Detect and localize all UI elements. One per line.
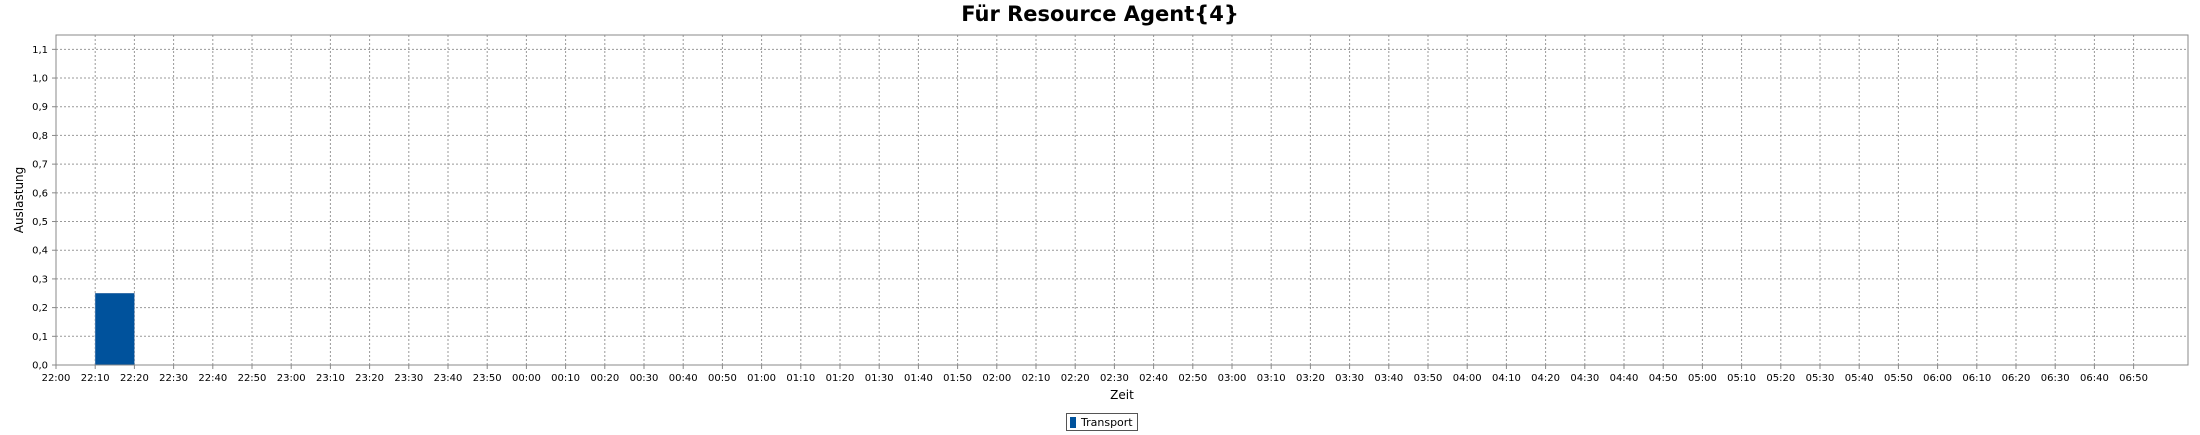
x-tick-label: 01:10 — [786, 373, 815, 384]
x-tick-label: 22:50 — [238, 373, 267, 384]
x-tick-label: 01:20 — [826, 373, 855, 384]
x-tick-label: 01:40 — [904, 373, 933, 384]
x-tick-label: 03:40 — [1374, 373, 1403, 384]
x-tick-label: 04:40 — [1610, 373, 1639, 384]
x-tick-label: 03:10 — [1257, 373, 1286, 384]
x-tick-label: 23:40 — [434, 373, 463, 384]
x-tick-label: 01:00 — [747, 373, 776, 384]
x-tick-label: 04:00 — [1453, 373, 1482, 384]
legend: Transport — [1066, 413, 1138, 431]
grid — [56, 35, 2188, 365]
x-tick-label: 06:00 — [1923, 373, 1952, 384]
x-tick-label: 04:20 — [1531, 373, 1560, 384]
x-tick-label: 06:10 — [1962, 373, 1991, 384]
y-tick-label: 0,0 — [32, 361, 48, 372]
y-axis-label: Auslastung — [12, 167, 26, 234]
y-tick-label: 0,7 — [32, 160, 48, 171]
legend-label-transport: Transport — [1081, 415, 1133, 429]
x-tick-label: 01:50 — [943, 373, 972, 384]
x-tick-label: 05:20 — [1766, 373, 1795, 384]
x-tick-label: 23:30 — [394, 373, 423, 384]
y-tick-label: 0,2 — [32, 303, 48, 314]
x-tick-label: 06:20 — [2002, 373, 2031, 384]
x-tick-label: 02:10 — [1022, 373, 1051, 384]
x-tick-label: 04:50 — [1649, 373, 1678, 384]
x-tick-label: 02:40 — [1139, 373, 1168, 384]
legend-swatch-transport — [1070, 416, 1076, 428]
x-tick-label: 02:20 — [1061, 373, 1090, 384]
x-tick-label: 22:00 — [42, 373, 71, 384]
x-tick-label: 00:10 — [551, 373, 580, 384]
y-tick-label: 0,5 — [32, 217, 48, 228]
y-axis-ticks: 0,0 0,1 0,2 0,3 0,4 0,5 0,6 0,7 0,8 0,9 1,0 1,1 — [32, 45, 56, 372]
x-tick-label: 00:00 — [512, 373, 541, 384]
x-tick-label: 03:50 — [1414, 373, 1443, 384]
plot-frame — [55, 34, 2189, 366]
x-tick-label: 04:30 — [1570, 373, 1599, 384]
y-tick-label: 1,1 — [32, 45, 48, 56]
x-tick-label: 03:00 — [1218, 373, 1247, 384]
y-tick-label: 0,3 — [32, 274, 48, 285]
x-tick-label: 04:10 — [1492, 373, 1521, 384]
x-tick-label: 02:30 — [1100, 373, 1129, 384]
x-tick-label: 06:30 — [2041, 373, 2070, 384]
y-tick-label: 0,4 — [32, 246, 48, 257]
x-tick-label: 23:20 — [355, 373, 384, 384]
x-tick-label: 05:50 — [1884, 373, 1913, 384]
x-tick-label: 23:00 — [277, 373, 306, 384]
y-tick-label: 0,6 — [32, 188, 48, 199]
bars — [94, 293, 135, 366]
x-tick-label: 00:30 — [630, 373, 659, 384]
x-tick-label: 02:00 — [982, 373, 1011, 384]
x-tick-label: 22:20 — [120, 373, 149, 384]
x-tick-label: 02:50 — [1178, 373, 1207, 384]
x-tick-label: 03:20 — [1296, 373, 1325, 384]
x-tick-label: 22:30 — [159, 373, 188, 384]
y-tick-label: 1,0 — [32, 74, 48, 85]
x-tick-label: 22:10 — [81, 373, 110, 384]
x-tick-label: 00:50 — [708, 373, 737, 384]
x-tick-label: 23:10 — [316, 373, 345, 384]
y-tick-label: 0,9 — [32, 102, 48, 113]
x-tick-label: 05:40 — [1845, 373, 1874, 384]
x-tick-label: 22:40 — [198, 373, 227, 384]
bar-transport — [94, 293, 135, 366]
x-tick-label: 06:50 — [2119, 373, 2148, 384]
x-tick-label: 00:40 — [669, 373, 698, 384]
x-tick-label: 00:20 — [590, 373, 619, 384]
chart-title: Für Resource Agent{4} — [961, 2, 1239, 26]
x-axis-ticks: 22:00 22:10 22:20 22:30 22:40 22:50 23:00 23:10… — [42, 365, 2148, 384]
y-tick-label: 0,1 — [32, 332, 48, 343]
x-tick-label: 05:00 — [1688, 373, 1717, 384]
x-tick-label: 01:30 — [865, 373, 894, 384]
x-axis-label: Zeit — [1110, 388, 1134, 402]
x-tick-label: 03:30 — [1335, 373, 1364, 384]
x-tick-label: 23:50 — [473, 373, 502, 384]
x-tick-label: 05:10 — [1727, 373, 1756, 384]
x-tick-label: 05:30 — [1806, 373, 1835, 384]
y-tick-label: 0,8 — [32, 131, 48, 142]
x-tick-label: 06:40 — [2080, 373, 2109, 384]
